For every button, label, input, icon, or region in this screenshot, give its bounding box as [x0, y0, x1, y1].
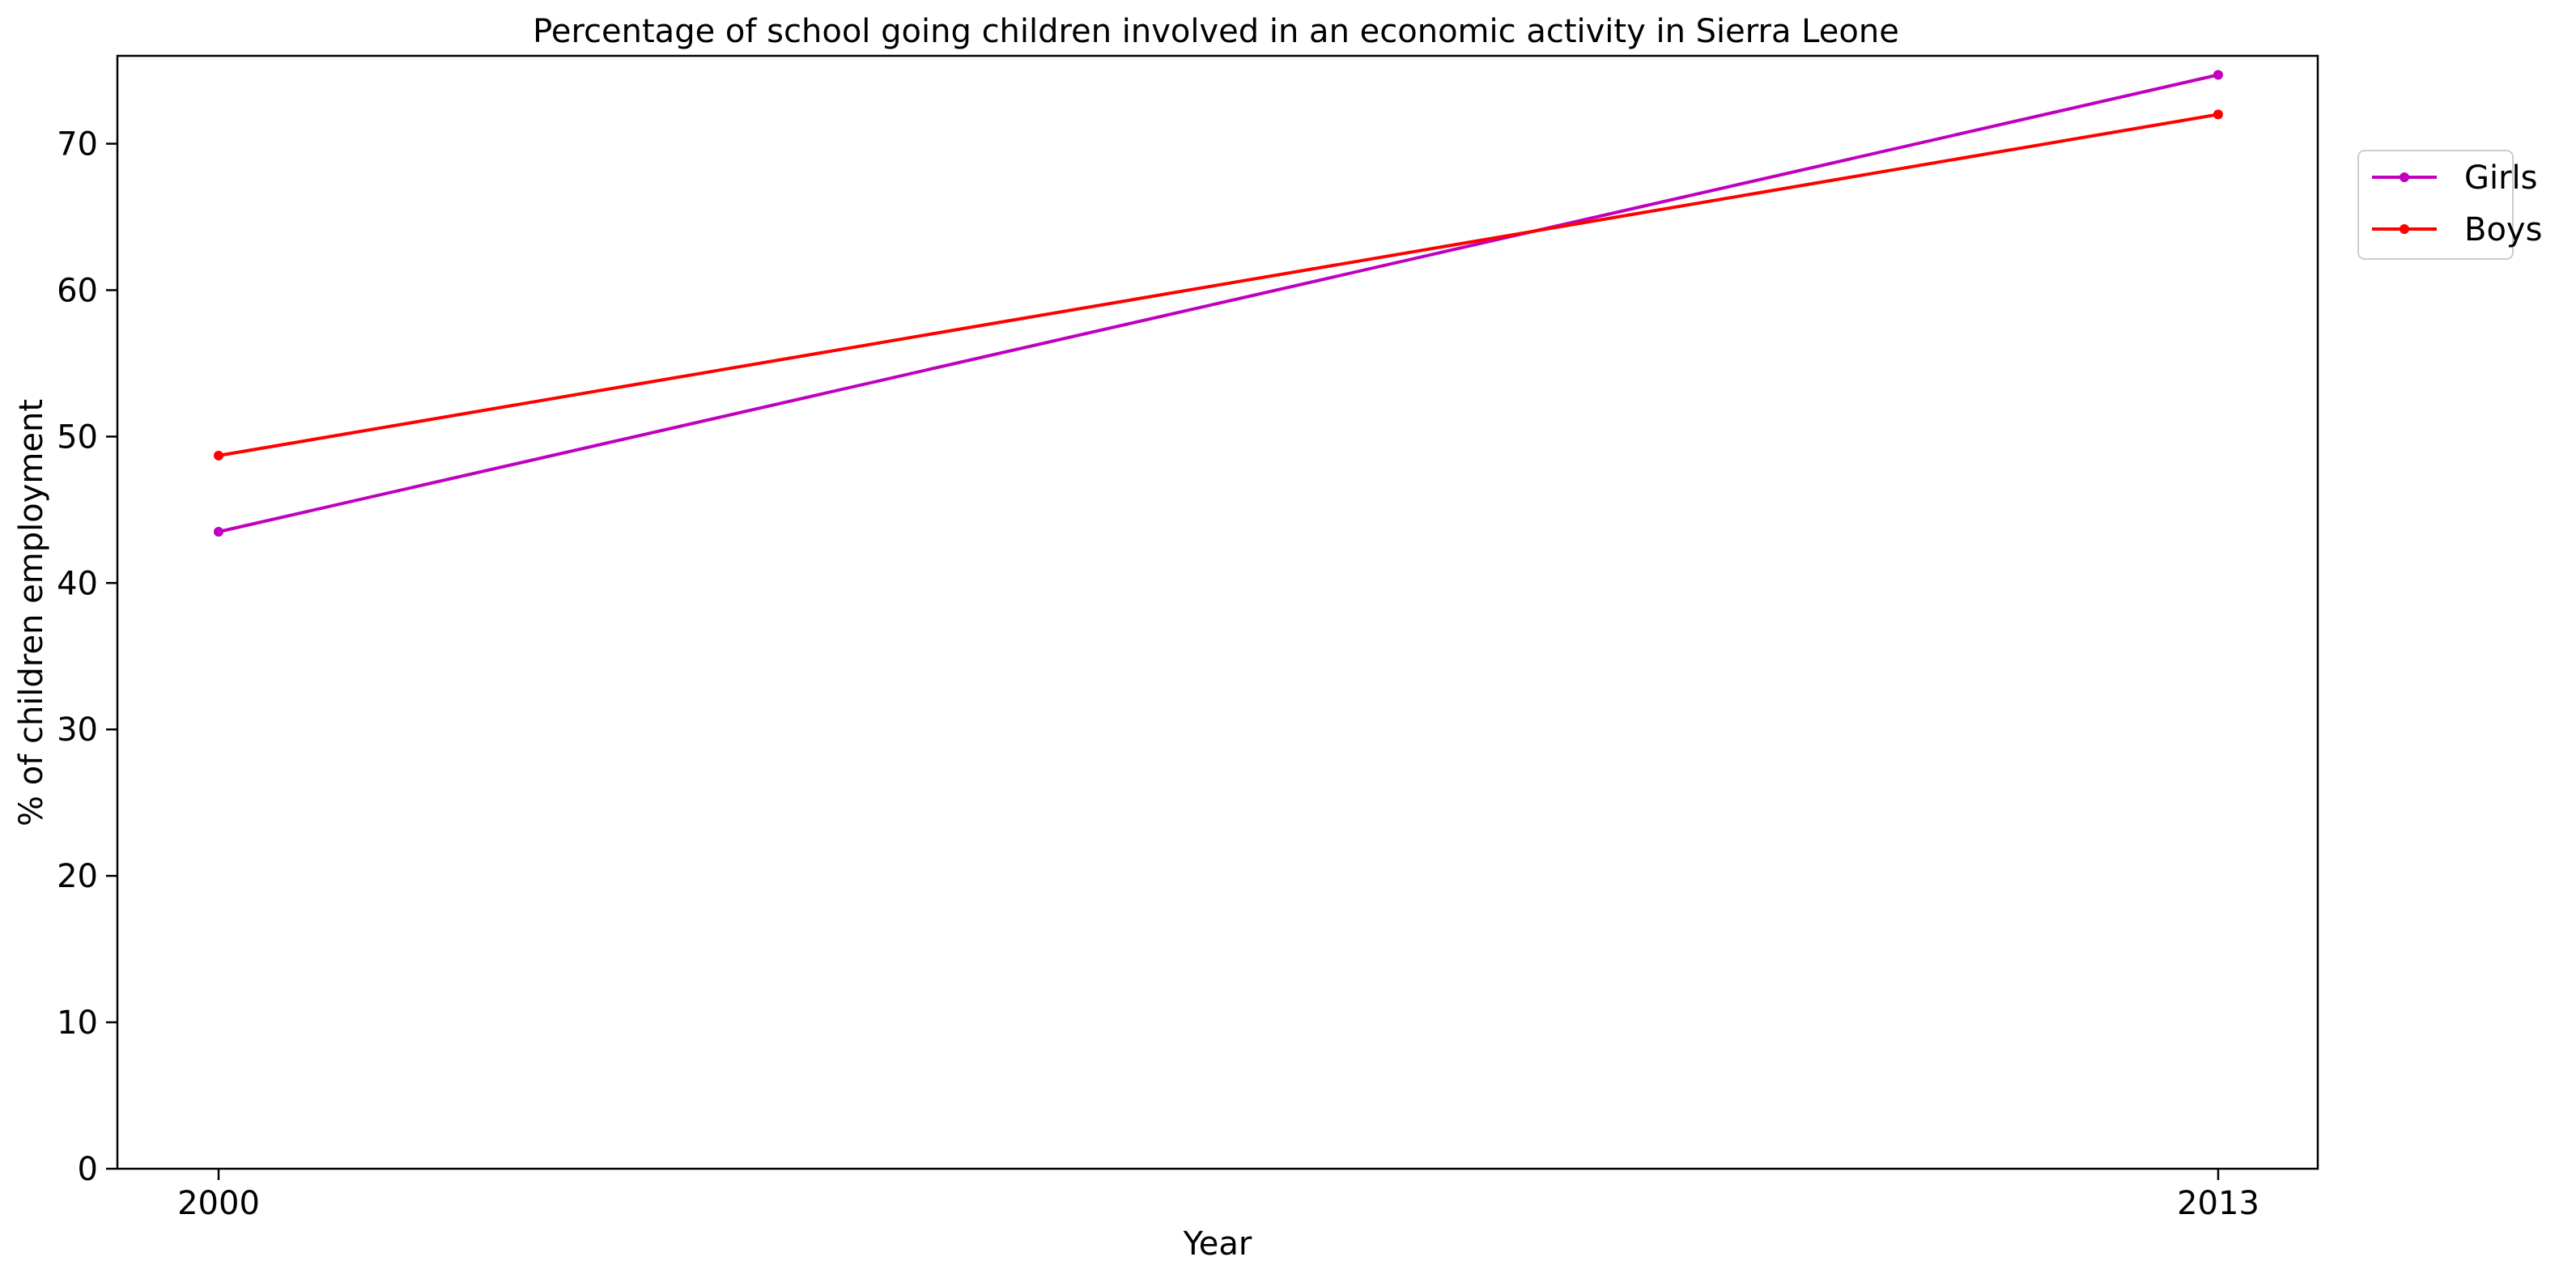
legend-marker-boys [2400, 224, 2409, 234]
data-point-girls [214, 526, 223, 537]
plot-area-frame [116, 54, 2319, 1170]
y-tick-label: 10 [57, 1004, 98, 1042]
x-axis-title: Year [1183, 1225, 1252, 1263]
y-tick-label: 20 [57, 858, 98, 895]
legend: Girls Boys [2357, 150, 2542, 260]
legend-label-girls: Girls [2464, 159, 2538, 197]
data-point-boys [214, 450, 223, 461]
x-tick-label: 2000 [177, 1185, 260, 1222]
data-point-boys [2213, 109, 2223, 120]
y-tick-label: 60 [57, 272, 98, 309]
y-tick-label: 70 [57, 126, 98, 163]
y-tick-label: 30 [57, 711, 98, 749]
chart-title: Percentage of school going children invo… [533, 13, 1899, 50]
legend-marker-girls [2400, 172, 2409, 182]
y-tick-label: 40 [57, 565, 98, 602]
x-axis-ticks: 2000 2013 [177, 1169, 2259, 1222]
y-axis-ticks: 0 10 20 30 40 50 60 70 [57, 126, 117, 1188]
x-tick-label: 2013 [2177, 1185, 2259, 1222]
y-tick-label: 50 [57, 418, 98, 456]
data-point-girls [2213, 70, 2223, 80]
y-axis-title: % of children employment [13, 399, 50, 826]
y-tick-label: 0 [78, 1151, 98, 1188]
series-layer [214, 70, 2223, 537]
series-line-girls [218, 73, 2219, 533]
legend-label-boys: Boys [2464, 211, 2542, 248]
series-line-boys [218, 113, 2219, 457]
